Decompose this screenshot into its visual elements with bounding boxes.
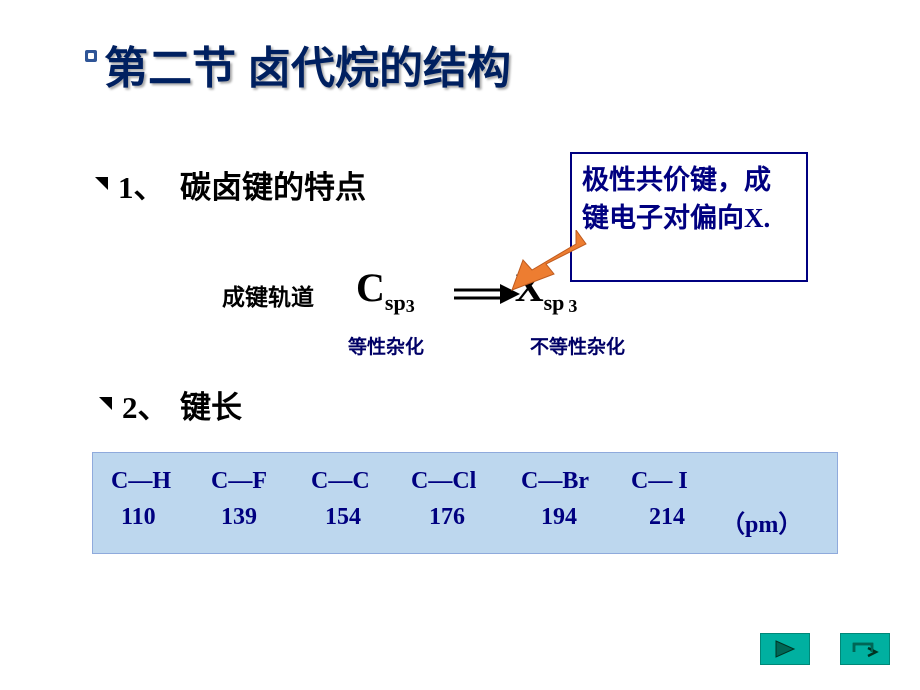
return-icon bbox=[848, 638, 882, 660]
table-header-row: C—H C—F C—C C—Cl C—Br C— I bbox=[111, 468, 819, 495]
bond-length-table: C—H C—F C—C C—Cl C—Br C— I 110 139 154 1… bbox=[92, 452, 838, 554]
return-button[interactable] bbox=[840, 633, 890, 665]
td: 194 bbox=[521, 504, 631, 539]
section1-number: 1、 bbox=[118, 162, 165, 207]
th: C—H bbox=[111, 468, 211, 495]
bond-arrow-icon bbox=[452, 284, 522, 304]
callout-box: 极性共价键，成键电子对偏向X. bbox=[570, 152, 808, 282]
th: C—C bbox=[311, 468, 411, 495]
c-sub: sp bbox=[385, 290, 406, 315]
next-button[interactable] bbox=[760, 633, 810, 665]
td: 176 bbox=[411, 504, 521, 539]
play-icon bbox=[772, 639, 798, 659]
x-sub: sp bbox=[544, 290, 565, 315]
atom-c: C bbox=[356, 265, 385, 310]
hybrid-left-label: 等性杂化 bbox=[348, 332, 424, 359]
td: 110 bbox=[111, 504, 211, 539]
title-bullet-icon bbox=[85, 50, 97, 62]
td: 154 bbox=[311, 504, 411, 539]
hybrid-right-label: 不等性杂化 bbox=[530, 332, 625, 359]
c-sup: 3 bbox=[406, 296, 415, 316]
section2-heading: 键长 bbox=[180, 382, 242, 427]
th bbox=[721, 468, 811, 495]
th: C—Cl bbox=[411, 468, 521, 495]
bullet-icon bbox=[94, 176, 110, 192]
bullet-icon bbox=[98, 396, 114, 412]
td-unit: （pm） bbox=[721, 504, 811, 539]
table-value-row: 110 139 154 176 194 214 （pm） bbox=[111, 504, 819, 539]
td: 214 bbox=[631, 504, 721, 539]
td: 139 bbox=[211, 504, 311, 539]
th: C—F bbox=[211, 468, 311, 495]
th: C—Br bbox=[521, 468, 631, 495]
section2-number: 2、 bbox=[122, 382, 169, 427]
page-title: 第二节 卤代烷的结构 bbox=[104, 32, 511, 96]
nav-buttons bbox=[760, 633, 890, 665]
orbit-label: 成键轨道 bbox=[222, 278, 314, 312]
section1-heading: 碳卤键的特点 bbox=[180, 162, 366, 207]
th: C— I bbox=[631, 468, 721, 495]
x-sup: 3 bbox=[568, 296, 577, 316]
